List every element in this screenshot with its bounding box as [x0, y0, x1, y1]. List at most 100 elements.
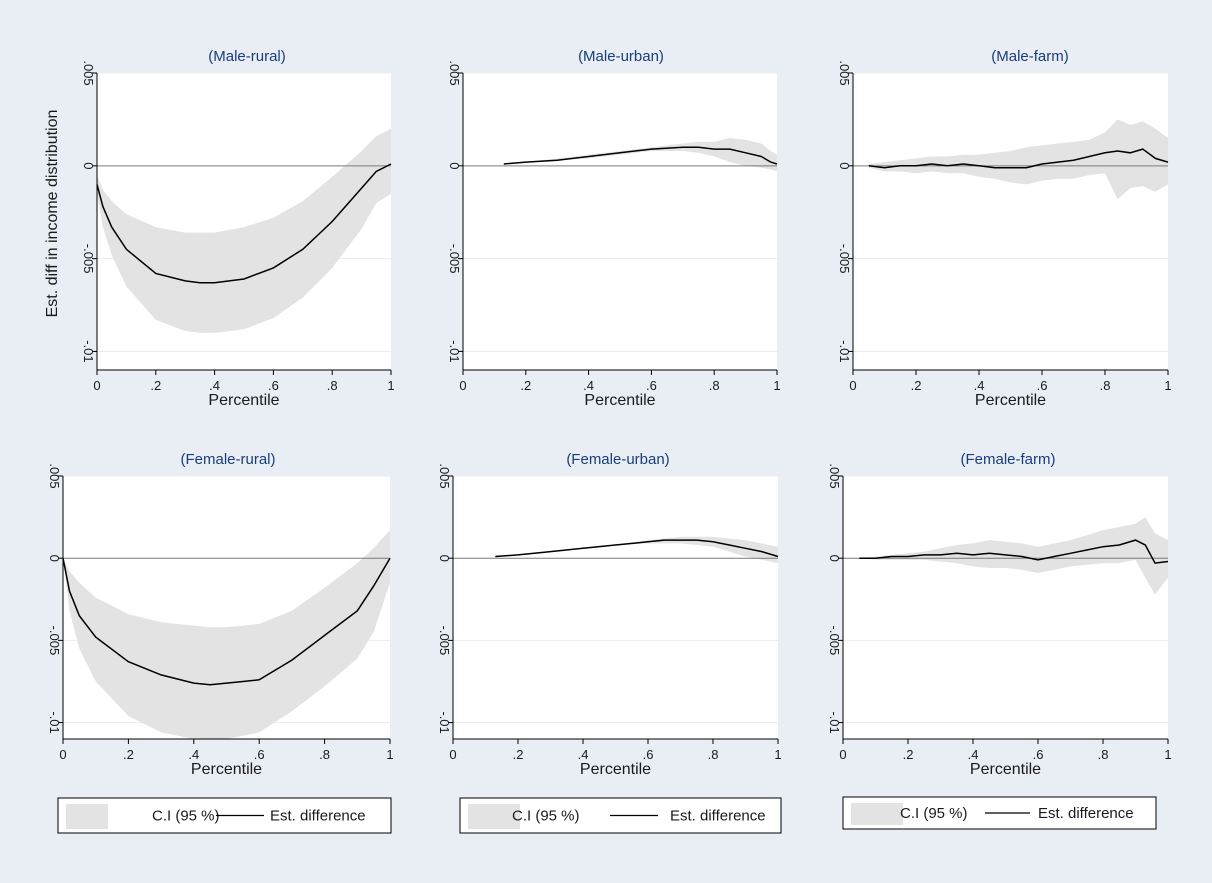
x-tick-label: .4	[583, 378, 594, 393]
y-tick-label: -.005	[447, 244, 462, 274]
y-tick-label: -.01	[827, 711, 842, 733]
x-tick-label: .8	[1098, 747, 1109, 762]
legend-ci-swatch	[66, 804, 108, 829]
x-tick-label: .8	[319, 747, 330, 762]
x-tick-label: 1	[773, 378, 780, 393]
y-tick-label: 0	[81, 162, 96, 169]
panel-title: (Male-farm)	[991, 48, 1069, 65]
x-axis-label: Percentile	[580, 761, 651, 778]
x-tick-label: .2	[513, 747, 524, 762]
x-tick-label: .2	[123, 747, 134, 762]
x-tick-label: .4	[968, 747, 979, 762]
y-tick-label: .005	[837, 60, 852, 85]
x-tick-label: .8	[709, 378, 720, 393]
estimate-line	[859, 539, 1169, 564]
y-tick-label: .005	[81, 60, 96, 85]
x-tick-label: .4	[188, 747, 199, 762]
x-tick-label: .8	[327, 378, 338, 393]
chart-panel: .005 0 -.005 -.01 0 .2 .4 .6 .8 1 Percentile (Femal…	[437, 451, 782, 778]
x-tick-label: .8	[1100, 378, 1111, 393]
panel-title: (Female-urban)	[566, 451, 669, 468]
plot-area	[843, 476, 1168, 739]
x-axis-label: Percentile	[208, 392, 279, 409]
legends: C.I (95 %) Est. difference C.I (95 %) Est. …	[57, 796, 1157, 834]
ci-band	[63, 530, 390, 739]
ci-band	[495, 536, 778, 564]
x-axis-label: Percentile	[975, 392, 1046, 409]
y-tick-label: 0	[437, 555, 452, 562]
x-tick-label: 0	[93, 378, 100, 393]
chart-panel: .005 0 -.005 -.01 0 .2 .4 .6 .8 1 Percentile (Male-…	[837, 48, 1172, 409]
legend: C.I (95 %) Est. difference	[459, 797, 782, 834]
x-tick-label: 1	[1164, 747, 1171, 762]
y-tick-label: .005	[827, 463, 842, 488]
x-tick-label: 0	[849, 378, 856, 393]
legend: C.I (95 %) Est. difference	[57, 797, 392, 834]
x-tick-label: .2	[903, 747, 914, 762]
ci-band	[868, 119, 1168, 200]
x-tick-label: .6	[254, 747, 265, 762]
estimate-line	[503, 146, 778, 165]
x-tick-label: .2	[520, 378, 531, 393]
y-tick-label: -.005	[47, 626, 62, 656]
y-tick-label: -.005	[81, 244, 96, 274]
panel-title: (Female-farm)	[960, 451, 1055, 468]
x-axis-label: Percentile	[584, 392, 655, 409]
x-tick-label: .6	[646, 378, 657, 393]
x-tick-label: 0	[459, 378, 466, 393]
x-tick-label: .6	[1037, 378, 1048, 393]
x-tick-label: .4	[209, 378, 220, 393]
y-tick-label: .005	[447, 60, 462, 85]
x-tick-label: .6	[1033, 747, 1044, 762]
y-tick-label: -.005	[837, 244, 852, 274]
y-tick-label: -.01	[447, 340, 462, 362]
y-tick-label: -.01	[437, 711, 452, 733]
ci-band	[503, 138, 777, 172]
estimate-line	[495, 539, 779, 558]
panel-title: (Female-rural)	[180, 451, 275, 468]
x-tick-label: 0	[59, 747, 66, 762]
y-tick-label: 0	[47, 555, 62, 562]
x-tick-label: .6	[643, 747, 654, 762]
chart-panel: .005 0 -.005 -.01 0 .2 .4 .6 .8 1 Percentile (Femal…	[827, 451, 1172, 778]
x-tick-label: 0	[449, 747, 456, 762]
panel-title: (Male-urban)	[578, 48, 664, 65]
x-tick-label: 1	[387, 378, 394, 393]
y-tick-label: -.01	[47, 711, 62, 733]
panels: .005 0 -.005 -.01 0 .2 .4 .6 .8 1 Percentile Est. d…	[44, 48, 1172, 778]
x-tick-label: .6	[268, 378, 279, 393]
y-tick-label: -.005	[437, 626, 452, 656]
y-tick-label: 0	[827, 555, 842, 562]
legend-ci-label: C.I (95 %)	[512, 808, 580, 825]
plot-area	[853, 73, 1168, 370]
plot-area	[453, 476, 778, 739]
legend: C.I (95 %) Est. difference	[842, 796, 1157, 830]
y-tick-label: .005	[437, 463, 452, 488]
y-axis-label: Est. diff in income distribution	[44, 110, 61, 318]
x-tick-label: 1	[1164, 378, 1171, 393]
x-tick-label: 0	[839, 747, 846, 762]
legend-line-label: Est. difference	[670, 808, 766, 825]
ci-band	[97, 128, 391, 333]
plot-area	[463, 73, 777, 370]
y-tick-label: -.01	[837, 340, 852, 362]
x-tick-label: .2	[911, 378, 922, 393]
chart-panel: .005 0 -.005 -.01 0 .2 .4 .6 .8 1 Percentile Est. d…	[44, 48, 395, 409]
legend-ci-swatch	[468, 804, 520, 829]
estimate-line	[96, 163, 392, 284]
y-tick-label: .005	[47, 463, 62, 488]
y-tick-label: 0	[837, 162, 852, 169]
x-tick-label: .4	[578, 747, 589, 762]
y-tick-label: -.01	[81, 340, 96, 362]
x-axis-label: Percentile	[191, 761, 262, 778]
legend-ci-label: C.I (95 %)	[152, 808, 220, 825]
x-tick-label: .4	[974, 378, 985, 393]
x-tick-label: .8	[708, 747, 719, 762]
estimate-line	[868, 148, 1169, 169]
y-tick-label: 0	[447, 162, 462, 169]
panel-title: (Male-rural)	[208, 48, 286, 65]
x-tick-label: .2	[150, 378, 161, 393]
chart-panel: .005 0 -.005 -.01 0 .2 .4 .6 .8 1 Percentile (Femal…	[47, 451, 394, 778]
legend-ci-swatch	[851, 803, 903, 825]
